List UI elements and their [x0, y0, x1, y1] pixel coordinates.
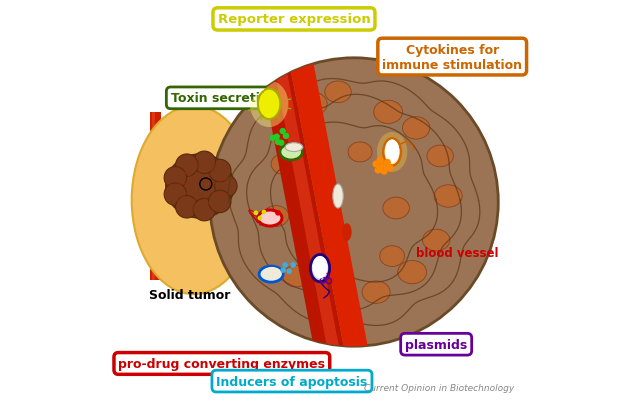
Text: plasmids: plasmids: [405, 338, 467, 351]
Text: blood vessel: blood vessel: [416, 247, 499, 260]
Circle shape: [253, 211, 259, 216]
Ellipse shape: [263, 206, 289, 227]
Circle shape: [387, 165, 394, 172]
Circle shape: [269, 136, 276, 142]
Polygon shape: [288, 57, 368, 348]
Circle shape: [210, 59, 499, 346]
Ellipse shape: [325, 82, 351, 103]
Circle shape: [291, 262, 296, 268]
Circle shape: [381, 168, 388, 175]
Text: Solid tumor: Solid tumor: [149, 288, 230, 301]
Circle shape: [280, 267, 286, 273]
Ellipse shape: [285, 143, 303, 152]
Circle shape: [374, 167, 381, 174]
Circle shape: [378, 164, 386, 171]
Circle shape: [384, 159, 391, 166]
Circle shape: [283, 134, 289, 140]
Circle shape: [262, 210, 266, 215]
Ellipse shape: [397, 261, 427, 284]
Text: Cytokines for
immune stimulation: Cytokines for immune stimulation: [382, 43, 522, 71]
Ellipse shape: [297, 93, 327, 117]
Ellipse shape: [318, 286, 346, 307]
Circle shape: [193, 199, 216, 221]
Circle shape: [175, 154, 198, 177]
Text: Reporter expression: Reporter expression: [218, 13, 371, 26]
Ellipse shape: [383, 139, 401, 166]
Circle shape: [282, 262, 288, 268]
Ellipse shape: [271, 154, 297, 175]
Circle shape: [175, 196, 198, 219]
Ellipse shape: [383, 198, 410, 219]
Ellipse shape: [258, 89, 280, 120]
Circle shape: [257, 216, 262, 221]
Text: Toxin secretion: Toxin secretion: [171, 92, 277, 105]
Circle shape: [209, 191, 231, 213]
Circle shape: [164, 167, 187, 190]
Ellipse shape: [403, 117, 430, 140]
Ellipse shape: [342, 224, 351, 241]
Ellipse shape: [278, 117, 306, 140]
Circle shape: [286, 269, 292, 274]
Ellipse shape: [132, 107, 256, 294]
Ellipse shape: [166, 154, 234, 219]
Circle shape: [193, 152, 216, 174]
Ellipse shape: [362, 281, 390, 304]
Text: pro-drug converting enzymes: pro-drug converting enzymes: [118, 357, 325, 370]
Polygon shape: [272, 57, 339, 348]
Ellipse shape: [348, 143, 372, 162]
Ellipse shape: [333, 184, 343, 209]
Polygon shape: [152, 113, 154, 280]
Circle shape: [372, 161, 380, 168]
Ellipse shape: [310, 255, 330, 282]
Ellipse shape: [283, 265, 309, 287]
Circle shape: [214, 175, 237, 198]
Polygon shape: [258, 57, 344, 348]
Ellipse shape: [422, 230, 450, 251]
Ellipse shape: [385, 140, 399, 163]
Ellipse shape: [434, 185, 462, 208]
Circle shape: [164, 184, 187, 206]
Ellipse shape: [312, 257, 328, 279]
Circle shape: [273, 134, 280, 141]
Ellipse shape: [259, 266, 283, 282]
Circle shape: [280, 129, 286, 135]
Ellipse shape: [427, 146, 453, 167]
Ellipse shape: [280, 144, 302, 160]
Text: Current Opinion in Biotechnology: Current Opinion in Biotechnology: [364, 383, 515, 392]
Ellipse shape: [262, 267, 282, 280]
Circle shape: [278, 140, 284, 146]
Ellipse shape: [374, 101, 403, 124]
Ellipse shape: [250, 81, 289, 128]
Text: Inducers of apoptosis: Inducers of apoptosis: [216, 375, 367, 388]
Circle shape: [376, 157, 384, 164]
Circle shape: [209, 160, 231, 182]
Ellipse shape: [377, 133, 407, 172]
Polygon shape: [150, 113, 161, 280]
Circle shape: [275, 140, 281, 146]
Ellipse shape: [380, 246, 404, 267]
Circle shape: [275, 211, 281, 216]
Ellipse shape: [258, 211, 282, 227]
